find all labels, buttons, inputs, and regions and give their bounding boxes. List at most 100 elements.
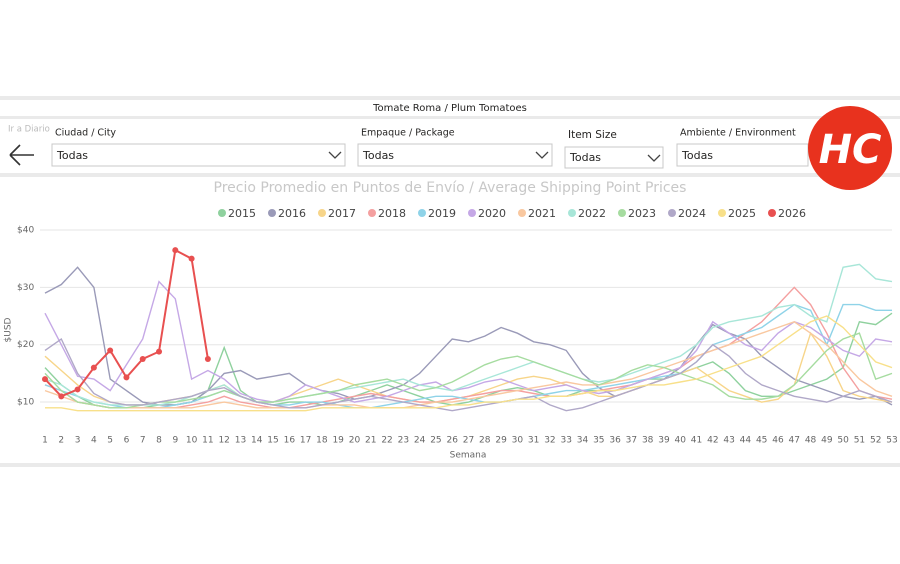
x-tick-label: 20: [349, 436, 361, 446]
dropdown[interactable]: [357, 143, 553, 167]
x-tick-label: 51: [854, 436, 865, 446]
legend-marker: [718, 209, 726, 217]
legend-marker: [468, 209, 476, 217]
point: [156, 348, 163, 355]
x-tick-label: 11: [202, 436, 213, 446]
dropdown-value: Todas: [362, 149, 394, 162]
legend-marker: [318, 209, 326, 217]
x-tick-label: 18: [316, 436, 328, 446]
x-tick-label: 12: [218, 436, 229, 446]
divider: [0, 116, 900, 119]
x-tick-label: 48: [805, 436, 817, 446]
chevron: [535, 151, 549, 159]
page-title: Tomate Roma / Plum Tomatoes: [372, 103, 527, 114]
y-tick-label: $30: [17, 283, 34, 293]
x-axis-label: Semana: [450, 451, 487, 461]
x-tick-label: 4: [91, 436, 97, 446]
x-tick-label: 41: [691, 436, 702, 446]
filter-label: Ambiente / Environment: [680, 128, 796, 139]
series-line: [44, 312, 893, 409]
chart-title: Precio Promedio en Puntos de Envío / Ave…: [214, 180, 687, 196]
x-tick-label: 43: [723, 436, 734, 446]
legend-marker: [268, 209, 276, 217]
filter-label: Item Size: [568, 129, 617, 141]
legend-label: 2025: [728, 207, 756, 220]
x-tick-label: 35: [593, 436, 604, 446]
x-tick-label: 27: [463, 436, 474, 446]
legend-marker: [568, 209, 576, 217]
divider: [0, 173, 900, 177]
point: [172, 247, 179, 254]
dropdown[interactable]: [51, 143, 346, 167]
legend-label: 2016: [278, 207, 306, 220]
x-tick-label: 46: [772, 436, 784, 446]
filter-label: Empaque / Package: [361, 128, 455, 139]
x-tick-label: 19: [332, 436, 344, 446]
x-tick-label: 10: [186, 436, 198, 446]
legend-label: 2022: [578, 207, 606, 220]
point: [74, 386, 81, 393]
point: [139, 356, 146, 363]
x-tick-label: 17: [300, 436, 311, 446]
x-tick-label: 34: [577, 436, 589, 446]
legend-label: 2015: [228, 207, 256, 220]
x-tick-label: 47: [789, 436, 800, 446]
legend-marker: [768, 209, 776, 217]
series-line: [44, 321, 893, 409]
legend-label: 2021: [528, 207, 556, 220]
divider: [0, 96, 900, 100]
dropdown-value: Todas: [56, 149, 88, 162]
filter-label: Ciudad / City: [55, 128, 116, 139]
x-tick-label: 9: [172, 436, 178, 446]
back-arrow[interactable]: [9, 144, 34, 166]
x-tick-label: 24: [414, 436, 426, 446]
x-tick-label: 40: [675, 436, 687, 446]
legend-label: 2026: [778, 207, 806, 220]
x-tick-label: 14: [251, 436, 263, 446]
x-tick-label: 16: [284, 436, 296, 446]
back-label[interactable]: Ir a Diario: [8, 125, 50, 135]
series-line: [44, 280, 893, 403]
legend-label: 2024: [678, 207, 706, 220]
x-tick-label: 2: [58, 436, 64, 446]
series-line: [44, 303, 892, 409]
chevron: [328, 151, 342, 159]
series-line: [45, 315, 893, 412]
series-line: [44, 286, 893, 409]
x-tick-label: 29: [495, 436, 507, 446]
x-tick-label: 22: [381, 436, 392, 446]
y-tick-label: $10: [17, 398, 34, 408]
x-tick-label: 33: [561, 436, 572, 446]
legend-marker: [368, 209, 376, 217]
legend-label: 2023: [628, 207, 656, 220]
legend-label: 2017: [328, 207, 356, 220]
x-tick-label: 42: [707, 436, 718, 446]
legend-marker: [668, 209, 676, 217]
x-tick-label: 7: [140, 436, 146, 446]
x-tick-label: 26: [446, 436, 458, 446]
point: [123, 374, 130, 381]
legend-label: 2018: [378, 207, 406, 220]
logo: [808, 106, 892, 190]
x-tick-label: 28: [479, 436, 491, 446]
series-line: [44, 248, 209, 398]
x-tick-label: 30: [512, 436, 524, 446]
dropdown-value: Todas: [681, 149, 713, 162]
legend-marker: [218, 209, 226, 217]
x-tick-label: 38: [642, 436, 654, 446]
x-tick-label: 52: [870, 436, 881, 446]
x-tick-label: 50: [837, 436, 849, 446]
dropdown[interactable]: [676, 143, 809, 167]
x-tick-label: 45: [756, 436, 767, 446]
x-tick-label: 44: [740, 436, 752, 446]
series-line: [44, 263, 893, 406]
dropdown[interactable]: [564, 146, 664, 169]
x-tick-label: 53: [886, 436, 897, 446]
x-tick-label: 1: [42, 436, 48, 446]
chevron: [647, 154, 661, 162]
x-tick-label: 25: [430, 436, 441, 446]
y-tick-label: $20: [17, 340, 34, 350]
dropdown-value: Todas: [569, 151, 601, 164]
